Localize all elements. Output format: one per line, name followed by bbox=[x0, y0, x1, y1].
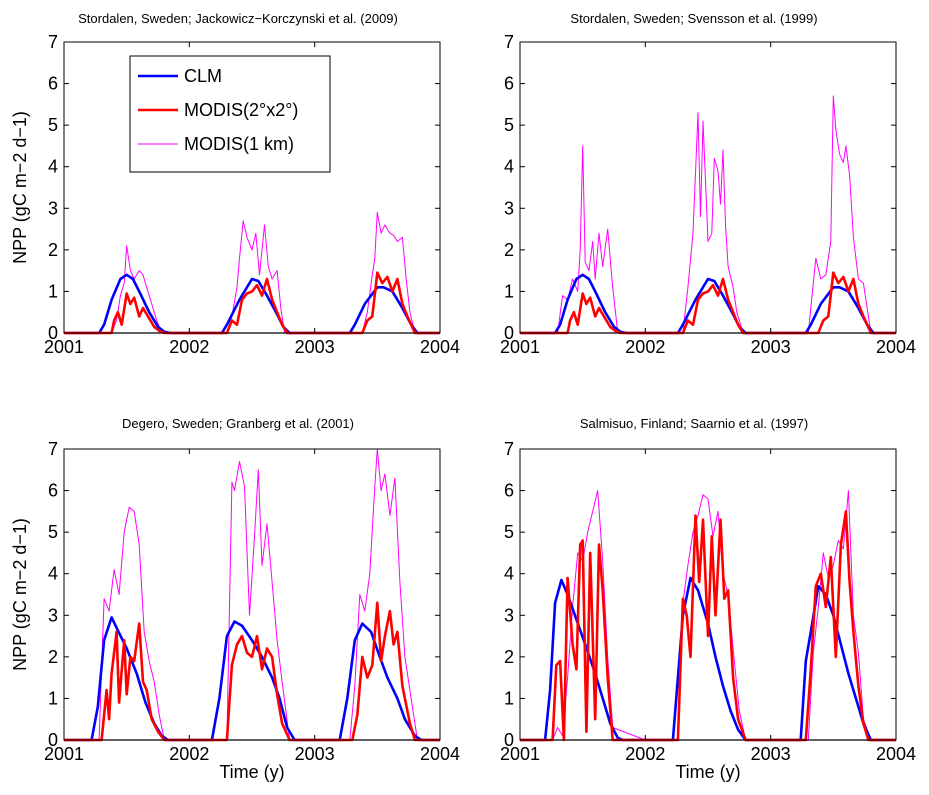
y-tick-label: 2 bbox=[48, 240, 58, 260]
y-tick-label: 0 bbox=[504, 730, 514, 750]
y-tick-label: 3 bbox=[48, 198, 58, 218]
y-tick-label: 4 bbox=[48, 157, 58, 177]
x-tick-label: 2001 bbox=[44, 744, 84, 764]
series-line-modis-2-x2- bbox=[64, 271, 440, 335]
axes-frame bbox=[63, 41, 441, 334]
y-tick-label: 7 bbox=[48, 32, 58, 52]
y-axis-label: NPP (gC m−2 d−1) bbox=[10, 518, 30, 671]
x-axis-label: Time (y) bbox=[219, 762, 284, 782]
y-tick-label: 6 bbox=[48, 481, 58, 501]
panel-1: Stordalen, Sweden; Jackowicz−Korczynski … bbox=[10, 11, 460, 357]
y-tick-label: 2 bbox=[504, 647, 514, 667]
x-tick-label: 2003 bbox=[295, 337, 335, 357]
y-tick-label: 5 bbox=[48, 522, 58, 542]
y-tick-label: 3 bbox=[504, 605, 514, 625]
x-tick-label: 2003 bbox=[295, 744, 335, 764]
legend-entry-label: MODIS(2°x2°) bbox=[184, 100, 298, 120]
panel-3-title: Degero, Sweden; Granberg et al. (2001) bbox=[122, 416, 354, 431]
x-tick-label: 2004 bbox=[420, 744, 460, 764]
x-tick-label: 2003 bbox=[751, 337, 791, 357]
x-tick-label: 2001 bbox=[500, 337, 540, 357]
series-line-modis-2-x2- bbox=[520, 271, 896, 335]
x-tick-label: 2002 bbox=[625, 337, 665, 357]
y-tick-label: 6 bbox=[504, 481, 514, 501]
series-line-modis-2-x2- bbox=[520, 510, 896, 742]
y-tick-label: 0 bbox=[504, 323, 514, 343]
y-tick-label: 1 bbox=[504, 281, 514, 301]
y-tick-label: 2 bbox=[504, 240, 514, 260]
y-tick-label: 4 bbox=[48, 564, 58, 584]
axes-frame bbox=[63, 448, 441, 741]
y-tick-label: 1 bbox=[504, 688, 514, 708]
y-tick-label: 7 bbox=[48, 439, 58, 459]
legend-entry-label: MODIS(1 km) bbox=[184, 134, 294, 154]
panel-4: Salmisuo, Finland; Saarnio et al. (1997)… bbox=[500, 416, 916, 782]
panel-3: Degero, Sweden; Granberg et al. (2001) 0… bbox=[10, 416, 460, 782]
x-tick-label: 2002 bbox=[169, 744, 209, 764]
y-tick-label: 0 bbox=[48, 730, 58, 750]
x-tick-label: 2004 bbox=[876, 337, 916, 357]
y-tick-label: 4 bbox=[504, 564, 514, 584]
y-tick-label: 5 bbox=[504, 522, 514, 542]
y-tick-label: 5 bbox=[48, 115, 58, 135]
y-tick-label: 0 bbox=[48, 323, 58, 343]
panel-2-title: Stordalen, Sweden; Svensson et al. (1999… bbox=[570, 11, 817, 26]
y-tick-label: 4 bbox=[504, 157, 514, 177]
series-line-clm bbox=[64, 273, 440, 335]
series-line-modis-1-km- bbox=[520, 95, 896, 334]
axes-frame bbox=[519, 41, 897, 334]
panel-4-title: Salmisuo, Finland; Saarnio et al. (1997) bbox=[580, 416, 808, 431]
y-tick-label: 1 bbox=[48, 281, 58, 301]
y-tick-label: 3 bbox=[48, 605, 58, 625]
x-tick-label: 2001 bbox=[500, 744, 540, 764]
x-tick-label: 2002 bbox=[625, 744, 665, 764]
series-line-clm bbox=[520, 273, 896, 335]
x-tick-label: 2002 bbox=[169, 337, 209, 357]
x-tick-label: 2004 bbox=[420, 337, 460, 357]
legend: CLM MODIS(2°x2°) MODIS(1 km) bbox=[129, 55, 331, 173]
panel-2: Stordalen, Sweden; Svensson et al. (1999… bbox=[500, 11, 916, 357]
y-tick-label: 3 bbox=[504, 198, 514, 218]
x-tick-label: 2001 bbox=[44, 337, 84, 357]
legend-entry-label: CLM bbox=[184, 66, 222, 86]
y-tick-label: 7 bbox=[504, 439, 514, 459]
panel-1-title: Stordalen, Sweden; Jackowicz−Korczynski … bbox=[78, 11, 398, 26]
series-line-modis-1-km- bbox=[64, 448, 440, 741]
y-tick-label: 1 bbox=[48, 688, 58, 708]
series-line-modis-1-km- bbox=[64, 211, 440, 334]
y-tick-label: 5 bbox=[504, 115, 514, 135]
y-tick-label: 6 bbox=[48, 74, 58, 94]
series-line-modis-2-x2- bbox=[64, 601, 440, 742]
axes-frame bbox=[519, 448, 897, 741]
y-tick-label: 6 bbox=[504, 74, 514, 94]
y-tick-label: 2 bbox=[48, 647, 58, 667]
x-axis-label: Time (y) bbox=[675, 762, 740, 782]
y-axis-label: NPP (gC m−2 d−1) bbox=[10, 111, 30, 264]
x-tick-label: 2003 bbox=[751, 744, 791, 764]
y-tick-label: 7 bbox=[504, 32, 514, 52]
x-tick-label: 2004 bbox=[876, 744, 916, 764]
